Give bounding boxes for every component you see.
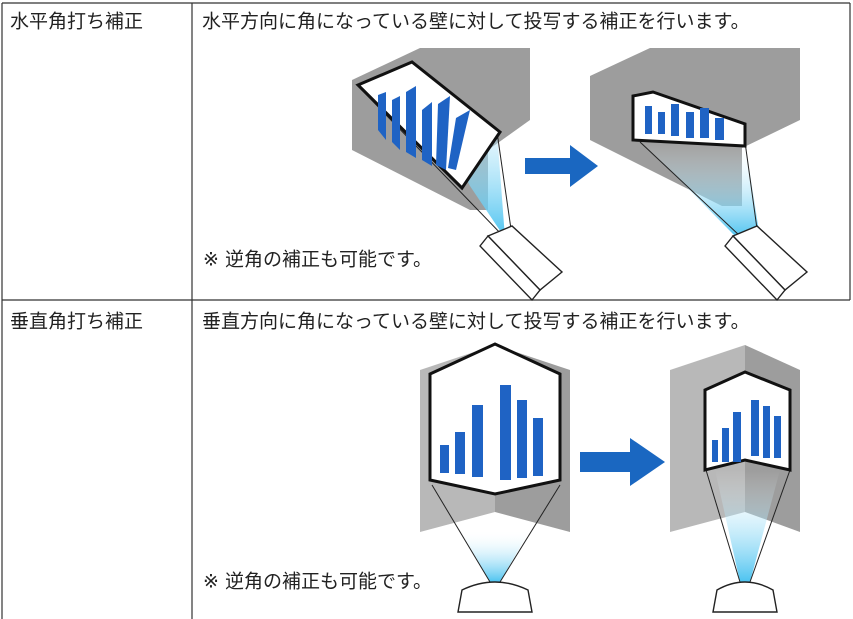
row-label: 垂直角打ち補正 — [10, 311, 143, 333]
vertical-illustration — [420, 342, 800, 613]
row-note: ※ 逆角の補正も可能です。 — [203, 249, 432, 271]
row-label: 水平角打ち補正 — [10, 11, 143, 33]
row-note: ※ 逆角の補正も可能です。 — [203, 571, 432, 593]
row-description: 水平方向に角になっている壁に対して投写する補正を行います。 — [202, 11, 750, 33]
row-description: 垂直方向に角になっている壁に対して投写する補正を行います。 — [202, 311, 750, 333]
horizontal-illustration — [352, 48, 809, 302]
